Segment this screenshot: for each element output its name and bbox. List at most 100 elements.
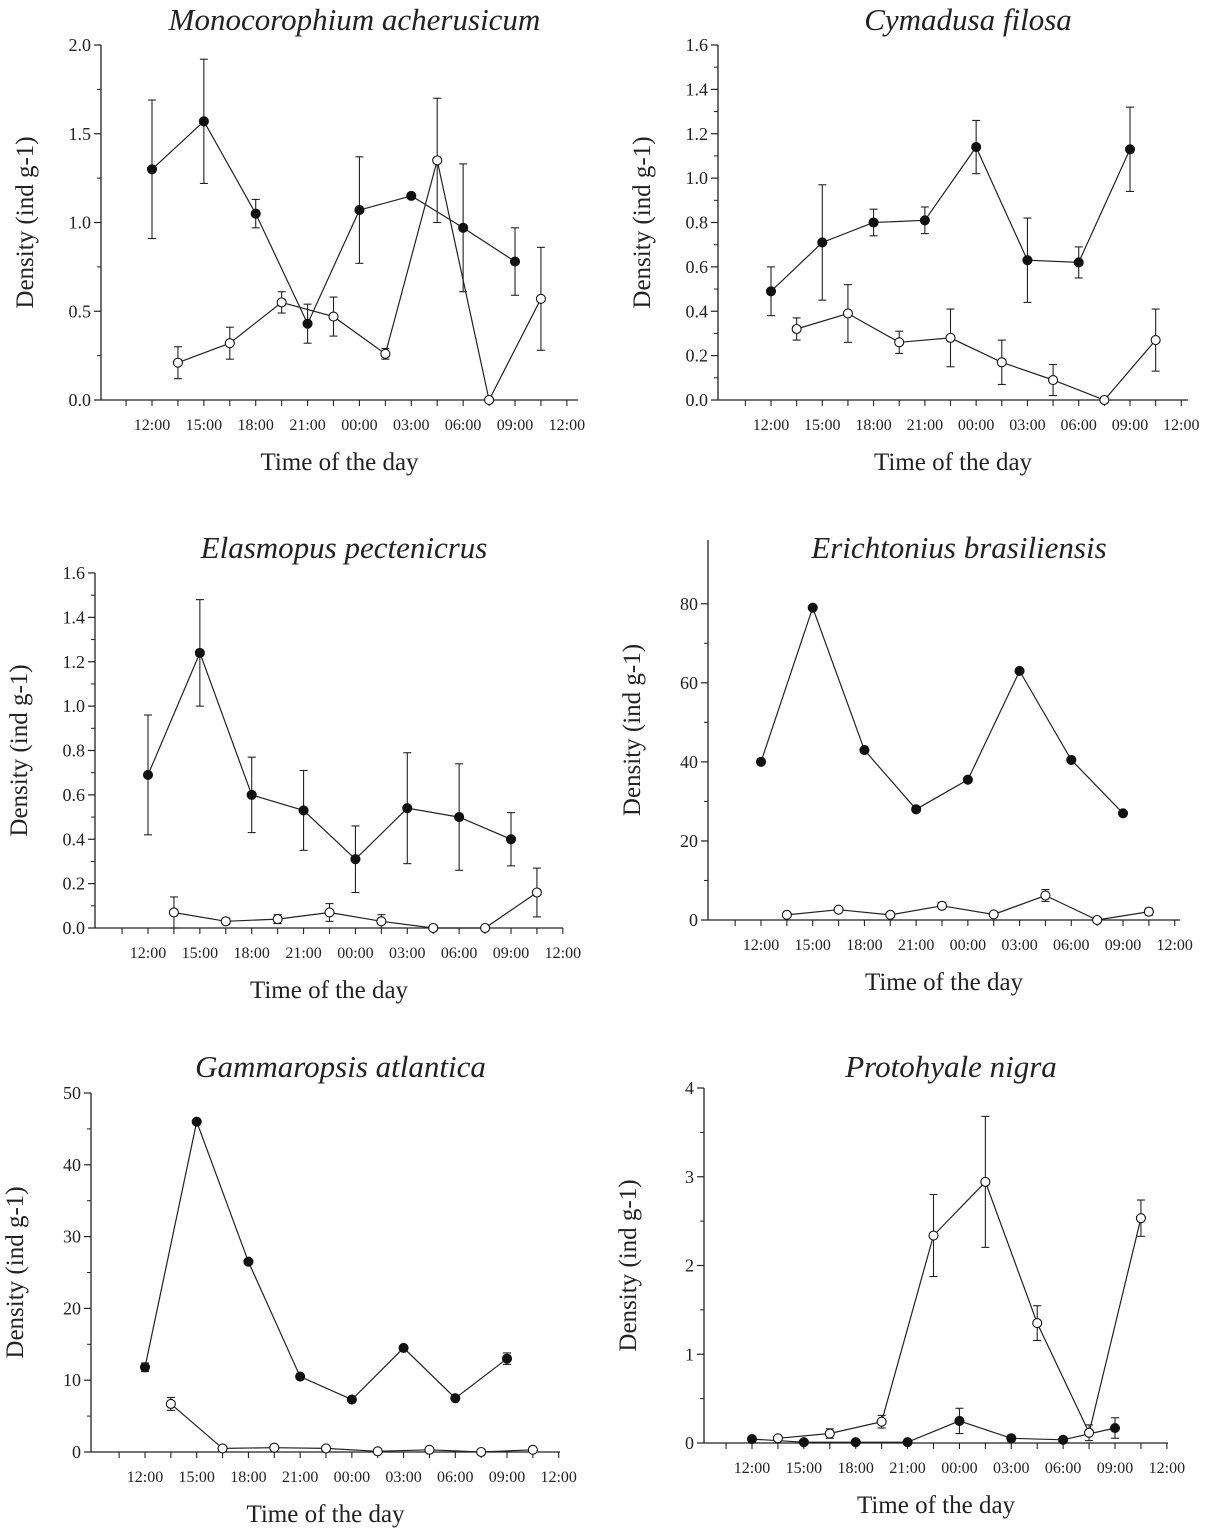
x-tick-label: 21:00 bbox=[285, 945, 321, 962]
filled-data-point bbox=[1006, 1433, 1017, 1444]
x-tick-label: 12:00 bbox=[134, 417, 170, 434]
filled-data-point bbox=[398, 1342, 409, 1353]
filled-data-point bbox=[450, 1393, 461, 1404]
x-tick-label: 21:00 bbox=[907, 417, 943, 434]
x-axis-label: Time of the day bbox=[246, 1501, 405, 1528]
open-data-point bbox=[842, 308, 853, 319]
filled-data-point bbox=[807, 602, 818, 613]
y-tick-label: 0.5 bbox=[69, 301, 92, 321]
filled-data-point bbox=[402, 803, 413, 814]
x-tick-label: 21:00 bbox=[289, 417, 325, 434]
y-axis-label: Density (ind g-1) bbox=[615, 1179, 642, 1351]
open-data-point bbox=[372, 1446, 383, 1457]
open-data-point bbox=[833, 904, 844, 915]
y-tick-label: 30 bbox=[63, 1227, 81, 1247]
chart-title: Protohyale nigra bbox=[844, 1049, 1057, 1084]
filled-data-point bbox=[859, 744, 870, 756]
x-tick-label: 15:00 bbox=[178, 1469, 214, 1486]
x-tick-label: 21:00 bbox=[898, 937, 934, 954]
open-data-point bbox=[328, 311, 339, 322]
open-data-point bbox=[324, 907, 335, 918]
filled-data-point bbox=[798, 1437, 809, 1448]
filled-data-point bbox=[302, 318, 313, 329]
x-tick-label: 03:00 bbox=[385, 1469, 421, 1486]
series-line-1 bbox=[751, 1420, 1116, 1443]
open-data-point bbox=[535, 293, 546, 304]
y-tick-label: 40 bbox=[63, 1155, 81, 1175]
open-data-point bbox=[224, 338, 235, 349]
filled-data-point bbox=[1073, 257, 1084, 268]
y-tick-label: 0 bbox=[685, 1433, 694, 1453]
open-data-point bbox=[772, 1433, 783, 1444]
filled-data-point bbox=[850, 1437, 861, 1448]
x-tick-label: 12:00 bbox=[130, 945, 166, 962]
filled-data-point bbox=[962, 774, 973, 785]
y-tick-label: 1.2 bbox=[686, 124, 709, 144]
x-tick-label: 18:00 bbox=[237, 417, 273, 434]
open-data-point bbox=[172, 357, 183, 368]
x-tick-label: 18:00 bbox=[855, 417, 891, 434]
filled-data-point bbox=[868, 217, 879, 228]
x-tick-label: 15:00 bbox=[182, 945, 218, 962]
x-tick-label: 12:00 bbox=[753, 417, 789, 434]
x-axis-label: Time of the day bbox=[260, 449, 419, 476]
y-tick-label: 20 bbox=[680, 831, 698, 851]
y-tick-label: 0 bbox=[72, 1442, 81, 1462]
x-tick-label: 12:00 bbox=[743, 937, 779, 954]
y-tick-label: 0.0 bbox=[69, 390, 92, 410]
y-tick-label: 0.4 bbox=[686, 301, 709, 321]
open-data-point bbox=[781, 909, 792, 920]
x-tick-label: 09:00 bbox=[493, 945, 529, 962]
filled-data-point bbox=[1109, 1422, 1121, 1434]
open-data-point bbox=[894, 337, 905, 348]
x-tick-label: 03:00 bbox=[1009, 417, 1045, 434]
open-data-point bbox=[936, 900, 948, 911]
open-data-point bbox=[484, 394, 495, 406]
y-tick-label: 0.2 bbox=[686, 346, 709, 366]
open-data-point bbox=[320, 1443, 332, 1454]
x-tick-label: 03:00 bbox=[393, 417, 429, 434]
chart-panel-2: 0.0 0.2 0.4 0.6 0.8 1.0 1.2 1.4 1.6 12:00 15:00 18:… bbox=[629, 2, 1200, 476]
open-data-point bbox=[424, 1444, 435, 1455]
open-data-point bbox=[376, 916, 387, 927]
filled-data-point bbox=[911, 804, 922, 815]
series-line-2 bbox=[177, 160, 542, 402]
y-tick-label: 10 bbox=[63, 1370, 81, 1390]
filled-data-point bbox=[755, 756, 767, 767]
filled-data-point bbox=[817, 237, 828, 248]
filled-data-point bbox=[350, 854, 361, 865]
x-tick-label: 15:00 bbox=[186, 417, 222, 434]
open-data-point bbox=[824, 1428, 835, 1439]
series-line-1 bbox=[770, 145, 1131, 292]
x-axis-label: Time of the day bbox=[874, 449, 1033, 476]
y-axis-label: Density (ind g-1) bbox=[2, 1186, 29, 1358]
series-line-2 bbox=[796, 312, 1157, 401]
filled-data-point bbox=[746, 1434, 758, 1445]
open-data-point bbox=[480, 922, 491, 934]
x-tick-label: 00:00 bbox=[941, 1460, 977, 1477]
filled-data-point bbox=[295, 1371, 306, 1382]
x-tick-label: 06:00 bbox=[445, 417, 481, 434]
x-tick-label: 09:00 bbox=[1105, 937, 1141, 954]
x-tick-label: 21:00 bbox=[282, 1469, 318, 1486]
series-line-2 bbox=[777, 1180, 1142, 1439]
chart-title: Elasmopus pectenicrus bbox=[200, 530, 488, 565]
open-data-point bbox=[980, 1176, 991, 1187]
chart-title: Monocorophium acherusicum bbox=[168, 2, 541, 37]
x-tick-label: 06:00 bbox=[1053, 937, 1089, 954]
filled-data-point bbox=[246, 789, 257, 800]
open-data-point bbox=[432, 155, 443, 166]
y-axis-label: Density (ind g-1) bbox=[6, 664, 33, 836]
open-data-point bbox=[885, 909, 896, 920]
series-line-1 bbox=[151, 120, 516, 326]
filled-data-point bbox=[1058, 1434, 1069, 1445]
x-tick-label: 12:00 bbox=[734, 1460, 770, 1477]
y-axis-label: Density (ind g-1) bbox=[619, 644, 646, 816]
open-data-point bbox=[1099, 394, 1110, 406]
x-tick-label: 12:00 bbox=[549, 417, 585, 434]
open-data-point bbox=[531, 887, 542, 898]
filled-data-point bbox=[501, 1353, 513, 1364]
y-tick-label: 1.2 bbox=[63, 652, 86, 672]
series-line-2 bbox=[173, 892, 538, 929]
